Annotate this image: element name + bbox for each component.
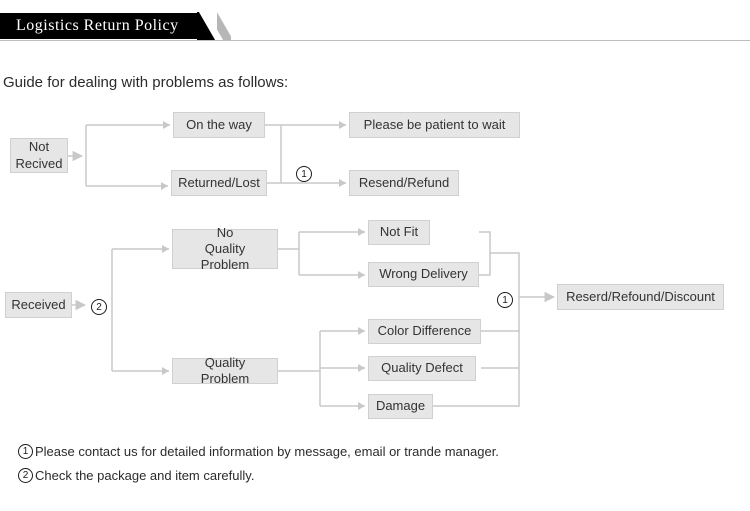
- footnote-2-marker-icon: 2: [18, 468, 33, 483]
- node-wrong-delivery: Wrong Delivery: [368, 262, 479, 287]
- footnote-1: 1 Please contact us for detailed informa…: [18, 444, 499, 459]
- node-damage: Damage: [368, 394, 433, 419]
- title-bar: Logistics Return Policy: [0, 12, 231, 40]
- title-underline: [0, 40, 750, 41]
- node-resend-refund: Resend/Refund: [349, 170, 459, 196]
- page-title: Logistics Return Policy: [0, 13, 197, 39]
- node-returned-lost: Returned/Lost: [171, 170, 267, 196]
- node-quality-problem: Quality Problem: [172, 358, 278, 384]
- node-final: Reserd/Refound/Discount: [557, 284, 724, 310]
- node-quality-defect: Quality Defect: [368, 356, 476, 381]
- node-color-difference: Color Difference: [368, 319, 481, 344]
- footnote-2: 2 Check the package and item carefully.: [18, 468, 254, 483]
- node-received: Received: [5, 292, 72, 318]
- node-not-received: Not Recived: [10, 138, 68, 173]
- footnote-1-text: Please contact us for detailed informati…: [35, 444, 499, 459]
- node-not-fit: Not Fit: [368, 220, 430, 245]
- title-slant-icon: [197, 12, 215, 40]
- marker-1-upper: 1: [296, 166, 312, 182]
- marker-2: 2: [91, 299, 107, 315]
- footnote-2-text: Check the package and item carefully.: [35, 468, 254, 483]
- title-slant2-icon: [217, 12, 231, 40]
- node-no-quality-problem: No Quality Problem: [172, 229, 278, 269]
- marker-1-lower: 1: [497, 292, 513, 308]
- node-please-wait: Please be patient to wait: [349, 112, 520, 138]
- node-on-the-way: On the way: [173, 112, 265, 138]
- footnote-1-marker-icon: 1: [18, 444, 33, 459]
- guide-text: Guide for dealing with problems as follo…: [3, 74, 288, 91]
